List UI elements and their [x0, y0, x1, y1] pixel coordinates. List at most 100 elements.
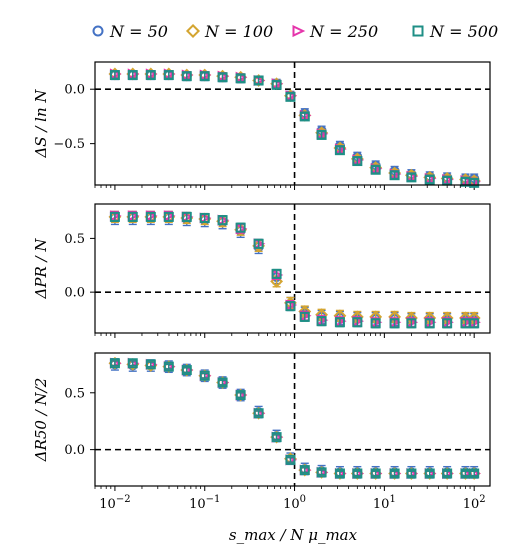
- data-point: [235, 390, 246, 401]
- data-point: [299, 111, 310, 122]
- data-point: [217, 215, 228, 226]
- series-500: [109, 211, 480, 329]
- data-point: [469, 468, 480, 479]
- data-point: [334, 317, 345, 328]
- x-tick-label: 100: [283, 494, 306, 512]
- data-point: [389, 468, 400, 479]
- legend-marker: [92, 25, 104, 37]
- series-500: [109, 358, 480, 479]
- data-point: [334, 145, 345, 156]
- data-point: [299, 465, 310, 476]
- legend-marker: [412, 25, 424, 37]
- data-point: [406, 318, 417, 329]
- panel-r50: 0.5 0.0 ΔR50 / N/2 10−2 10−1 100 101 102: [32, 352, 491, 512]
- data-point: [316, 129, 327, 140]
- y-axis-label: ΔS / ln N: [32, 89, 50, 159]
- y-tick-label: 0.5: [64, 232, 85, 247]
- data-point: [199, 71, 210, 82]
- data-point: [253, 238, 264, 249]
- y-tick-label: 0.0: [64, 83, 85, 98]
- y-tick-label: 0.5: [64, 386, 85, 401]
- y-axis-label: ΔR50 / N/2: [32, 378, 50, 463]
- data-point: [316, 467, 327, 478]
- data-point: [285, 301, 296, 312]
- data-point: [199, 212, 210, 223]
- legend-entry: N = 100: [185, 22, 273, 41]
- x-axis-label: s_max / N μ_max: [229, 526, 358, 544]
- data-point: [163, 361, 174, 372]
- data-point: [352, 156, 363, 167]
- data-point: [424, 174, 435, 185]
- data-point: [424, 468, 435, 479]
- data-point: [109, 358, 120, 369]
- data-point: [235, 73, 246, 84]
- data-point: [235, 222, 246, 233]
- x-tick-label: 102: [463, 494, 486, 512]
- legend-entry: N = 500: [412, 22, 498, 41]
- data-point: [127, 211, 138, 222]
- data-point: [352, 317, 363, 328]
- data-point: [370, 318, 381, 329]
- data-point: [127, 70, 138, 81]
- legend-marker: [292, 24, 306, 38]
- data-point: [285, 91, 296, 102]
- data-point: [285, 454, 296, 465]
- panel-participation-ratio: 0.5 0.0 ΔPR / N: [32, 203, 491, 338]
- y-tick-label: 0.0: [64, 443, 85, 458]
- data-point: [316, 316, 327, 327]
- data-point: [145, 70, 156, 81]
- data-point: [442, 318, 453, 329]
- data-point: [469, 318, 480, 329]
- data-point: [406, 172, 417, 183]
- data-point: [181, 365, 192, 376]
- data-point: [217, 377, 228, 388]
- legend-entry: N = 250: [292, 22, 378, 41]
- data-point: [163, 211, 174, 222]
- data-point: [442, 468, 453, 479]
- data-point: [469, 177, 480, 188]
- data-point: [299, 311, 310, 322]
- y-tick-label: 0.0: [64, 286, 85, 301]
- data-point: [406, 468, 417, 479]
- x-tick-label: 101: [373, 494, 396, 512]
- panel-frame: [94, 61, 491, 186]
- data-point: [271, 79, 282, 90]
- y-axis-label: ΔPR / N: [32, 238, 50, 300]
- data-point: [199, 370, 210, 381]
- data-point: [145, 211, 156, 222]
- panel-frame: [94, 352, 491, 487]
- data-point: [181, 211, 192, 222]
- legend-marker: [185, 23, 201, 39]
- panel-frame: [94, 203, 491, 334]
- data-point: [352, 468, 363, 479]
- data-point: [424, 318, 435, 329]
- data-point: [253, 408, 264, 419]
- data-point: [217, 72, 228, 83]
- panel-entropy: 0.0 −0.5ΔS / ln N: [32, 61, 491, 190]
- data-point: [334, 468, 345, 479]
- data-point: [109, 70, 120, 81]
- data-point: [109, 211, 120, 222]
- y-tick-label: −0.5: [53, 137, 85, 152]
- data-point: [389, 170, 400, 181]
- legend-label: N = 500: [429, 22, 498, 41]
- legend-label: N = 100: [204, 22, 273, 41]
- data-point: [127, 358, 138, 369]
- x-tick-label: 10−2: [99, 494, 130, 512]
- data-point: [389, 318, 400, 329]
- legend-entry: N = 50: [92, 22, 168, 41]
- legend-label: N = 50: [109, 22, 168, 41]
- data-point: [145, 359, 156, 370]
- data-point: [271, 268, 282, 279]
- x-tick-label: 10−1: [189, 494, 220, 512]
- data-point: [253, 75, 264, 86]
- data-point: [370, 164, 381, 175]
- data-point: [163, 70, 174, 81]
- data-point: [370, 468, 381, 479]
- data-point: [271, 432, 282, 443]
- legend: N = 50 N = 100 N = 250 N = 500: [92, 22, 498, 41]
- data-point: [181, 71, 192, 82]
- series-500: [109, 70, 480, 188]
- legend-label: N = 250: [309, 22, 378, 41]
